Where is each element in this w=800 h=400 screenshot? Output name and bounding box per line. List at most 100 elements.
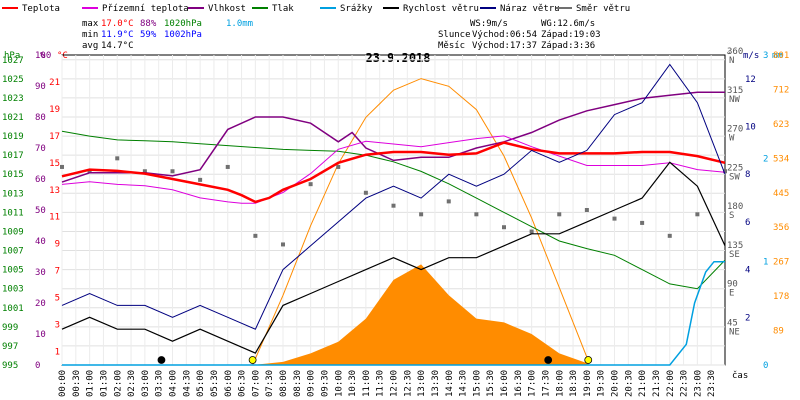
tick-hpa: 999 [2,323,18,333]
tick-time: 00:30 [72,370,82,397]
tick-deg: 135 [727,241,743,251]
axis-unit-deg: ° [726,51,731,61]
wind-dir-point [723,169,727,174]
tick-c: 1 [55,348,60,358]
tick-c: 3 [55,321,60,331]
series-pressure [61,130,726,290]
stats-moon-rise: Východ:17:37 [472,41,537,51]
legend-wind-gust: Náraz větru [500,4,560,14]
tick-deg: 315 [727,86,743,96]
stats-max-hum: 88% [140,19,157,29]
wind-dir-point [336,164,341,169]
tick-time: 19:00 [583,370,593,397]
tick-hpa: 1015 [2,170,24,180]
stats-max-rain: 1.0mm [226,19,253,29]
stats-min-press: 1002hPa [164,30,202,40]
tick-pct: 70 [35,144,46,154]
tick-hpa: 1009 [2,227,24,237]
axis-unit-hpa: hPa [4,51,20,61]
tick-time: 04:30 [182,370,192,397]
tick-time: 01:00 [86,370,96,397]
axis-unit-ms: m/s [743,51,759,61]
tick-dir-name: S [729,211,734,221]
moonrise-marker [544,356,553,364]
wind-dir-point [363,190,368,195]
tick-wind: 12 [745,75,756,85]
series-wind-speed [61,161,726,354]
wind-dir-point [446,199,451,204]
wind-dir-point [87,169,92,174]
sunrise-marker [248,356,257,364]
tick-time: 04:00 [169,370,179,397]
tick-time: 16:30 [514,370,524,397]
tick-solar: 712 [773,85,789,95]
wind-dir-point [308,182,313,187]
legend: Teplota Přízemní teplota Vlhkost Tlak Sr… [2,4,630,14]
tick-hpa: 1023 [2,94,24,104]
tick-hpa: 1001 [2,304,24,314]
tick-time: 19:30 [597,370,607,397]
tick-wind: 8 [745,170,750,180]
tick-time: 11:00 [362,370,372,397]
tick-hpa: 1007 [2,247,24,257]
stats-sun-set: Západ:19:03 [541,30,601,40]
tick-solar: 178 [773,292,789,302]
tick-time: 07:00 [251,370,261,397]
stats-moon-label: Měsíc [438,41,465,51]
tick-c: 7 [55,267,60,277]
tick-dir-name: SW [729,172,740,182]
stats-wg: WG:12.6m/s [541,19,595,29]
wind-dir-point [502,225,506,230]
tick-time: 11:30 [376,370,386,397]
tick-hpa: 1027 [2,56,24,66]
tick-time: 17:30 [541,370,551,397]
tick-pct: 40 [35,237,46,247]
tick-time: 05:00 [196,370,206,397]
stats-block: max 17.0°C 88% 1020hPa 1.0mm min 11.9°C … [82,19,601,51]
tick-solar: 623 [773,120,789,130]
tick-hpa: 1011 [2,208,24,218]
wind-dir-point [640,220,645,225]
tick-c: 15 [49,159,60,169]
tick-deg: 270 [727,125,743,135]
tick-time: 22:00 [666,370,676,397]
tick-time: 03:00 [141,370,151,397]
tick-pct: 10 [35,330,46,340]
tick-time: 16:00 [500,370,510,397]
tick-time: 01:30 [99,370,109,397]
tick-time: 05:30 [210,370,220,397]
tick-time: 18:00 [555,370,565,397]
axis-ticks: 1027102510231021101910171015101310111009… [2,47,789,397]
legend-temp: Teplota [22,4,60,14]
tick-mm: 3 [763,51,768,61]
tick-time: 23:30 [707,370,717,397]
tick-dir-name: NW [729,95,740,105]
tick-time: 14:30 [459,370,469,397]
wind-dir-point [419,212,424,217]
tick-time: 15:00 [472,370,482,397]
stats-max-label: max [82,19,99,29]
axis-unit-mm: mm [772,51,783,61]
solar-area [252,264,589,365]
tick-dir-name: W [729,134,735,144]
tick-pct: 0 [35,361,40,371]
tick-time: 12:00 [390,370,400,397]
tick-c: 21 [49,78,60,88]
tick-time: 03:30 [155,370,165,397]
wind-dir-point [142,169,147,174]
tick-deg: 180 [727,202,743,212]
tick-pct: 90 [35,82,46,92]
tick-deg: 225 [727,163,743,173]
tick-solar: 356 [773,223,789,233]
sunset-marker [584,356,593,364]
tick-time: 07:30 [265,370,275,397]
wind-dir-point [60,164,64,169]
tick-hpa: 1003 [2,285,24,295]
series-temp [61,141,726,204]
tick-time: 21:00 [638,370,648,397]
wind-dir-point [253,233,258,238]
stats-ws: WS:9m/s [470,19,508,29]
tick-time: 09:00 [307,370,317,397]
tick-time: 08:00 [279,370,289,397]
